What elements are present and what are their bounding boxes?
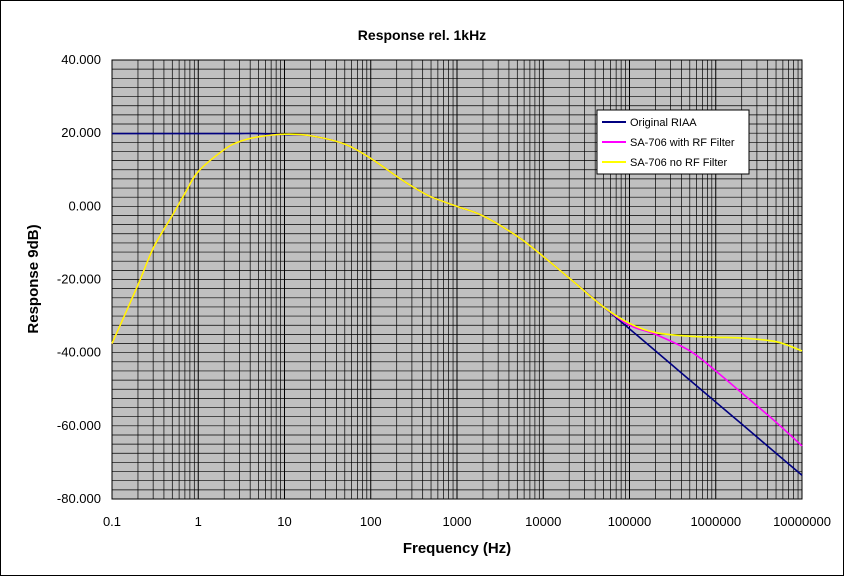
x-tick-label: 100000 (608, 514, 651, 529)
y-tick-label: -60.000 (57, 418, 101, 433)
legend-label-1: Original RIAA (630, 117, 697, 129)
x-tick-label: 10000 (525, 514, 561, 529)
x-tick-label: 10 (277, 514, 291, 529)
series-line-3 (111, 133, 803, 352)
chart-title: Response rel. 1kHz (358, 27, 486, 43)
x-tick-label: 1000 (443, 514, 472, 529)
legend-label-3: SA-706 no RF Filter (630, 157, 728, 169)
y-tick-label: 20.000 (61, 125, 101, 140)
y-tick-label: -40.000 (57, 345, 101, 360)
x-tick-label: 1 (195, 514, 202, 529)
x-tick-label: 100 (360, 514, 382, 529)
y-axis-label: Response 9dB) (25, 224, 42, 333)
y-tick-label: 0.000 (68, 198, 101, 213)
legend-label-2: SA-706 with RF Filter (630, 137, 735, 149)
series-layer (111, 132, 803, 476)
x-tick-label: 0.1 (103, 514, 121, 529)
x-tick-label: 10000000 (773, 514, 831, 529)
y-tick-label: 40.000 (61, 52, 101, 67)
x-axis-label: Frequency (Hz) (403, 540, 511, 557)
legend-items: Original RIAA SA-706 with RF Filter SA-706… (602, 117, 735, 169)
legend: Original RIAA SA-706 with RF Filter SA-706… (596, 109, 750, 175)
y-tick-label: -80.000 (57, 491, 101, 506)
y-tick-label: -20.000 (57, 272, 101, 287)
x-tick-label: 1000000 (690, 514, 741, 529)
ticks-layer: 0.1 1 10 100 1000 10000 100000 1000000 10000000 4… (57, 52, 831, 529)
